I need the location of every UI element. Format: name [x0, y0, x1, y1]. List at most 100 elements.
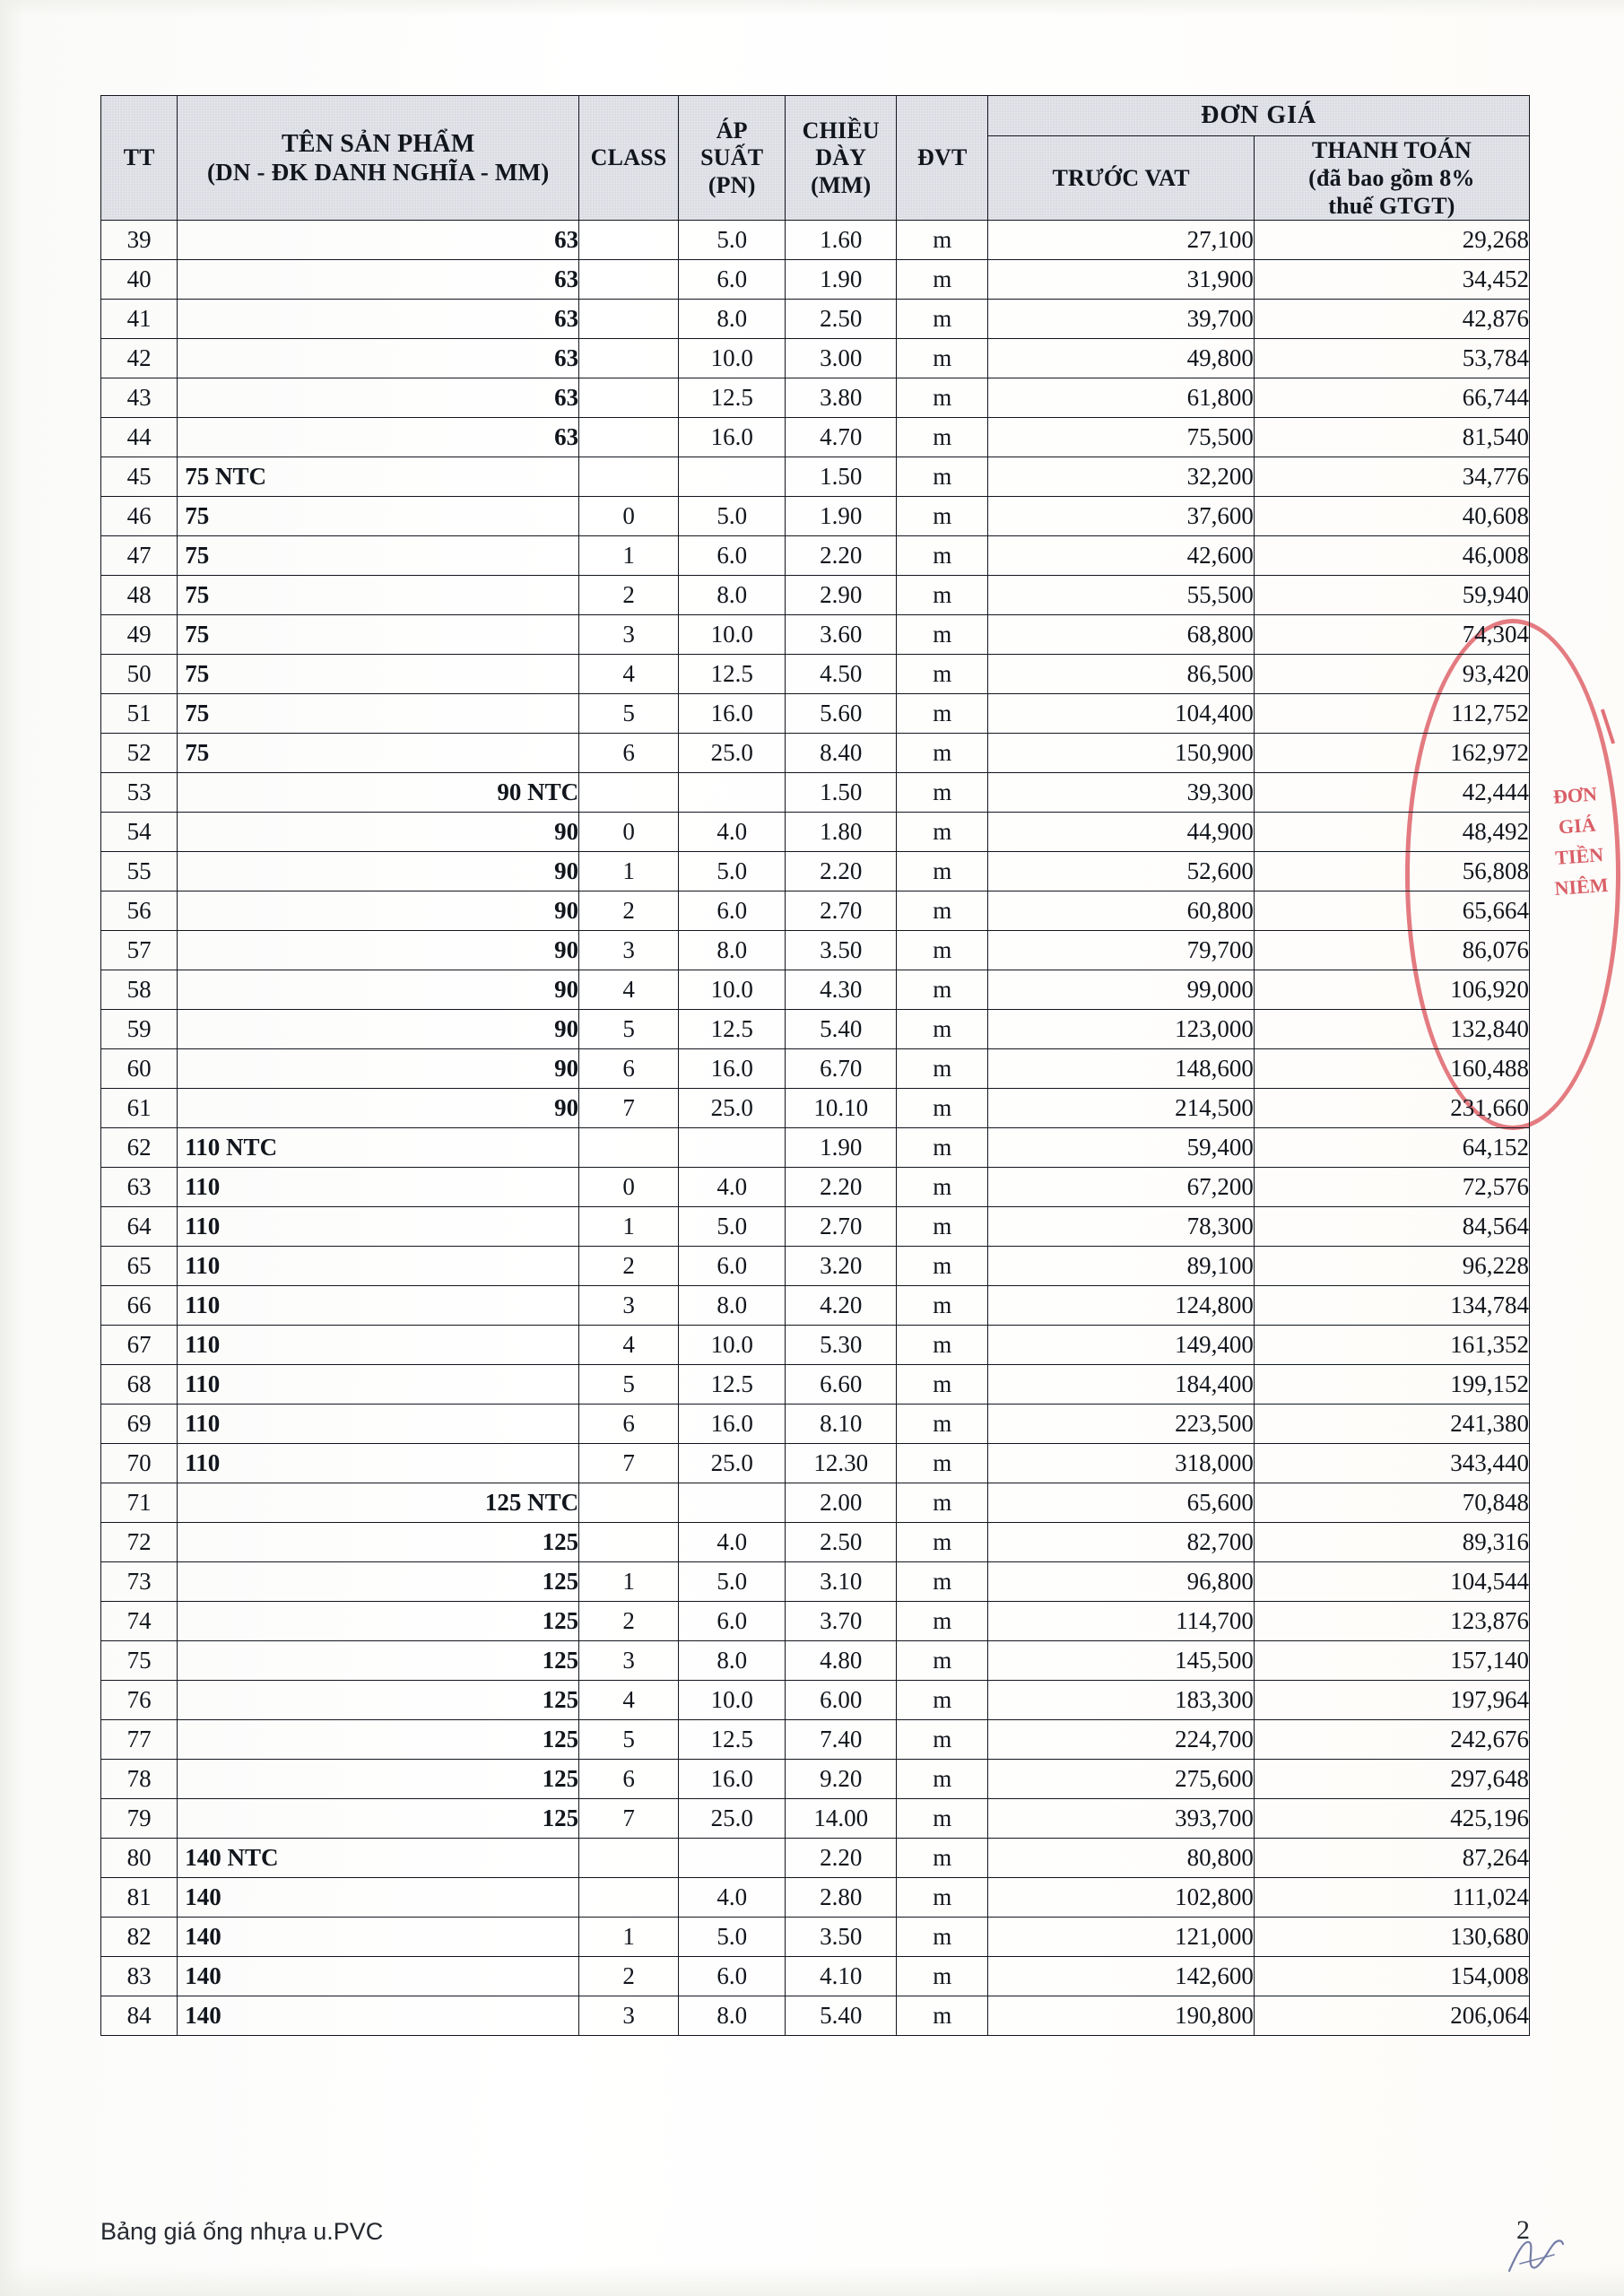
cell-pressure: 12.5 — [678, 1719, 786, 1761]
cell-payment: 59,940 — [1253, 575, 1531, 616]
cell-product-name: 90 — [177, 851, 580, 892]
cell-payment: 199,152 — [1253, 1364, 1531, 1405]
cell-pressure: 6.0 — [678, 1956, 786, 1997]
cell-pressure: 16.0 — [678, 417, 786, 458]
cell-payment: 81,540 — [1253, 417, 1531, 458]
cell-payment: 64,152 — [1253, 1127, 1531, 1169]
cell-tt: 43 — [100, 378, 178, 419]
table-row: 49 75 3 10.0 3.60 m 68,800 74,304 — [100, 614, 1531, 656]
table-row: 64 110 1 5.0 2.70 m 78,300 84,564 — [100, 1206, 1531, 1248]
cell-before-vat: 31,900 — [987, 259, 1255, 300]
cell-payment: 86,076 — [1253, 930, 1531, 971]
table-row: 39 63 5.0 1.60 m 27,100 29,268 — [100, 220, 1531, 261]
cell-tt: 82 — [100, 1917, 178, 1958]
cell-pressure: 16.0 — [678, 693, 786, 735]
cell-thickness: 2.90 — [785, 575, 898, 616]
handwritten-signature — [1507, 2239, 1565, 2273]
cell-payment: 343,440 — [1253, 1443, 1531, 1484]
cell-thickness: 3.50 — [785, 1917, 898, 1958]
cell-dvt: m — [896, 417, 989, 458]
cell-payment: 297,648 — [1253, 1759, 1531, 1800]
cell-thickness: 1.90 — [785, 496, 898, 537]
cell-before-vat: 68,800 — [987, 614, 1255, 656]
column-header-product-name-sub: (DN - ĐK DANH NGHĨA - MM) — [206, 158, 550, 186]
cell-payment: 93,420 — [1253, 654, 1531, 695]
cell-tt: 51 — [100, 693, 178, 735]
cell-payment: 56,808 — [1253, 851, 1531, 892]
cell-thickness: 3.20 — [785, 1246, 898, 1287]
cell-payment: 134,784 — [1253, 1285, 1531, 1326]
column-header-class-label: CLASS — [590, 144, 667, 171]
cell-dvt: m — [896, 812, 989, 853]
table-row: 80 140 NTC 2.20 m 80,800 87,264 — [100, 1838, 1531, 1879]
cell-dvt: m — [896, 338, 989, 379]
table-row: 72 125 4.0 2.50 m 82,700 89,316 — [100, 1522, 1531, 1563]
cell-product-name: 90 — [177, 891, 580, 932]
cell-thickness: 5.60 — [785, 693, 898, 735]
cell-class: 1 — [578, 1917, 680, 1958]
cell-class: 3 — [578, 614, 680, 656]
cell-tt: 66 — [100, 1285, 178, 1326]
cell-tt: 77 — [100, 1719, 178, 1761]
price-table-container: TT TÊN SẢN PHẨM (DN - ĐK DANH NGHĨA - MM… — [100, 94, 1531, 2037]
cell-dvt: m — [896, 772, 989, 813]
cell-dvt: m — [896, 496, 989, 537]
cell-payment: 197,964 — [1253, 1680, 1531, 1721]
cell-pressure: 16.0 — [678, 1759, 786, 1800]
cell-pressure: 12.5 — [678, 654, 786, 695]
cell-thickness: 2.70 — [785, 1206, 898, 1248]
cell-product-name: 125 — [177, 1798, 580, 1839]
footer-document-title: Bảng giá ống nhựa u.PVC — [100, 2218, 384, 2245]
cell-pressure: 16.0 — [678, 1048, 786, 1090]
cell-dvt: m — [896, 535, 989, 577]
cell-before-vat: 150,900 — [987, 733, 1255, 774]
table-row: 55 90 1 5.0 2.20 m 52,600 56,808 — [100, 851, 1531, 892]
cell-thickness: 3.00 — [785, 338, 898, 379]
table-row: 56 90 2 6.0 2.70 m 60,800 65,664 — [100, 891, 1531, 932]
cell-product-name: 125 — [177, 1561, 580, 1603]
cell-payment: 29,268 — [1253, 220, 1531, 261]
cell-product-name: 90 — [177, 970, 580, 1011]
table-row: 63 110 0 4.0 2.20 m 67,200 72,576 — [100, 1167, 1531, 1208]
cell-product-name: 140 — [177, 1996, 580, 2037]
cell-thickness: 2.80 — [785, 1877, 898, 1918]
cell-dvt: m — [896, 1088, 989, 1129]
cell-thickness: 8.40 — [785, 733, 898, 774]
cell-payment: 53,784 — [1253, 338, 1531, 379]
cell-class — [578, 1483, 680, 1524]
cell-tt: 46 — [100, 496, 178, 537]
table-row: 57 90 3 8.0 3.50 m 79,700 86,076 — [100, 930, 1531, 971]
table-row: 82 140 1 5.0 3.50 m 121,000 130,680 — [100, 1917, 1531, 1958]
column-header-payment: THANH TOÁN (đã bao gồm 8% thuế GTGT) — [1253, 135, 1531, 222]
cell-before-vat: 275,600 — [987, 1759, 1255, 1800]
cell-before-vat: 183,300 — [987, 1680, 1255, 1721]
header-row-top: TT TÊN SẢN PHẨM (DN - ĐK DANH NGHĨA - MM… — [100, 94, 1530, 222]
cell-dvt: m — [896, 733, 989, 774]
cell-tt: 80 — [100, 1838, 178, 1879]
table-row: 45 75 NTC 1.50 m 32,200 34,776 — [100, 457, 1531, 498]
column-header-thickness-main: CHIỀU — [802, 117, 880, 144]
cell-tt: 48 — [100, 575, 178, 616]
cell-product-name: 75 — [177, 733, 580, 774]
cell-before-vat: 104,400 — [987, 693, 1255, 735]
cell-class: 0 — [578, 496, 680, 537]
cell-class: 1 — [578, 851, 680, 892]
table-row: 84 140 3 8.0 5.40 m 190,800 206,064 — [100, 1996, 1531, 2037]
cell-tt: 56 — [100, 891, 178, 932]
cell-tt: 76 — [100, 1680, 178, 1721]
cell-tt: 65 — [100, 1246, 178, 1287]
cell-pressure: 10.0 — [678, 970, 786, 1011]
cell-product-name: 63 — [177, 338, 580, 379]
cell-class: 6 — [578, 1048, 680, 1090]
cell-tt: 83 — [100, 1956, 178, 1997]
cell-dvt: m — [896, 220, 989, 261]
cell-class: 6 — [578, 1759, 680, 1800]
scan-edge-top — [0, 0, 1624, 16]
cell-product-name: 90 — [177, 930, 580, 971]
cell-pressure: 6.0 — [678, 891, 786, 932]
cell-dvt: m — [896, 614, 989, 656]
cell-dvt: m — [896, 1798, 989, 1839]
column-header-pressure-unit: (PN) — [708, 172, 756, 199]
cell-dvt: m — [896, 1483, 989, 1524]
cell-product-name: 75 NTC — [177, 457, 580, 498]
